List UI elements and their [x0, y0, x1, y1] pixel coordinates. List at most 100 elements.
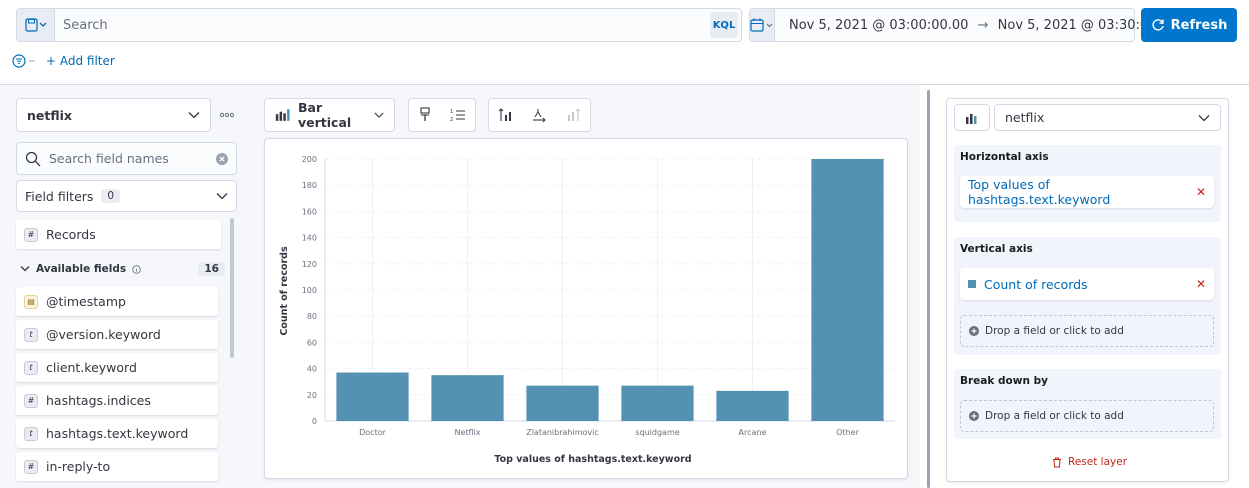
chevron-down-icon: [1198, 114, 1210, 121]
horizontal-axis-title: Horizontal axis: [960, 151, 1049, 163]
layer-index-select[interactable]: netflix: [994, 104, 1221, 131]
bar-squidgame[interactable]: [621, 385, 694, 421]
y-tick-label: 20: [307, 391, 317, 400]
axis-options-group: [488, 98, 591, 132]
sidebar-scrollbar[interactable]: [230, 218, 234, 358]
remove-dimension-icon[interactable]: ✕: [1195, 185, 1206, 199]
bottom-axis-icon[interactable]: [531, 107, 547, 123]
drop-label: Drop a field or click to add: [985, 410, 1124, 422]
chevron-down-icon: [374, 112, 384, 118]
more-options-icon[interactable]: [219, 110, 235, 121]
svg-text:2: 2: [450, 117, 453, 122]
y-axis-ticks: 0 20 40 60 80 100 120 140 160 180 200: [302, 155, 317, 426]
y-tick-label: 180: [302, 181, 317, 190]
refresh-button[interactable]: Refresh: [1141, 8, 1237, 42]
breakdown-group: Break down by Drop a field or click to a…: [954, 369, 1221, 439]
query-input[interactable]: Search: [63, 17, 108, 33]
x-tick-label: Other: [836, 428, 859, 437]
bar-arcane[interactable]: [716, 390, 789, 421]
time-range[interactable]: Nov 5, 2021 @ 03:00:00.00 → Nov 5, 2021 …: [775, 18, 1177, 33]
field-item-records[interactable]: # Records: [16, 220, 221, 249]
left-axis-icon[interactable]: [498, 107, 514, 123]
layer-index-label: netflix: [1005, 110, 1045, 125]
quick-select-button[interactable]: [750, 9, 775, 41]
y-axis-label: Count of records: [279, 246, 290, 336]
svg-text:1: 1: [450, 109, 453, 115]
bar-other[interactable]: [811, 159, 884, 421]
bar-netflix[interactable]: [431, 375, 504, 421]
available-fields-header[interactable]: Available fields 16: [20, 260, 225, 278]
query-bar: Search KQL: [16, 8, 742, 42]
save-icon: [24, 18, 46, 32]
field-item[interactable]: # hashtags.indices: [16, 386, 218, 415]
x-axis-label: Top values of hashtags.text.keyword: [494, 454, 691, 465]
info-icon[interactable]: [132, 264, 141, 274]
string-field-icon: t: [24, 360, 38, 375]
field-item[interactable]: t hashtags.text.keyword: [16, 419, 218, 448]
date-field-icon: ▤: [24, 294, 38, 309]
vertical-axis-dimension[interactable]: Count of records ✕: [960, 268, 1214, 300]
layer-chart-type-button[interactable]: [954, 104, 990, 131]
dimension-label: Top values of hashtags.text.keyword: [968, 177, 1111, 207]
end-date[interactable]: Nov 5, 2021 @ 03:30:00.00: [997, 17, 1178, 33]
drop-label: Drop a field or click to add: [985, 325, 1124, 337]
query-language-button[interactable]: KQL: [710, 12, 738, 38]
reset-layer-button[interactable]: Reset layer: [1052, 456, 1127, 468]
available-fields-label: Available fields: [36, 263, 127, 275]
search-icon: [25, 151, 41, 166]
range-arrow: →: [977, 17, 989, 33]
string-field-icon: t: [24, 426, 38, 441]
chart-panel: 0 20 40 60 80 100 120 140 160 180 200 Doctor Netfli…: [264, 138, 908, 479]
field-item[interactable]: t @version.keyword: [16, 320, 218, 349]
field-name: in-reply-to: [46, 459, 111, 474]
breakdown-title: Break down by: [960, 375, 1048, 387]
remove-dimension-icon[interactable]: ✕: [1195, 277, 1206, 291]
series-color-swatch[interactable]: [968, 280, 976, 288]
right-axis-icon[interactable]: [565, 107, 581, 123]
vertical-axis-group: Vertical axis Count of records ✕ Drop a …: [954, 237, 1221, 355]
field-filters-toggle[interactable]: Field filters 0: [16, 180, 237, 212]
y-tick-label: 160: [302, 207, 317, 216]
field-item[interactable]: t client.keyword: [16, 353, 218, 382]
field-item[interactable]: ▤ @timestamp: [16, 287, 218, 316]
chart-type-select[interactable]: Bar vertical: [264, 98, 395, 132]
chart-type-label: Bar vertical: [297, 100, 352, 130]
legend-icon[interactable]: 12: [450, 108, 466, 122]
field-name: hashtags.text.keyword: [46, 426, 189, 441]
index-pattern-select[interactable]: netflix: [16, 98, 211, 132]
y-tick-label: 140: [302, 234, 317, 243]
drop-field-zone[interactable]: Drop a field or click to add: [960, 400, 1214, 432]
filter-options-icon[interactable]: [12, 54, 38, 68]
bar-chart-icon: [275, 109, 290, 121]
clear-icon[interactable]: [216, 152, 228, 165]
bar-chart[interactable]: 0 20 40 60 80 100 120 140 160 180 200 Doctor Netfli…: [265, 139, 909, 480]
string-field-icon: t: [24, 327, 38, 342]
y-tick-label: 100: [302, 286, 317, 295]
plus-circle-icon: [969, 411, 979, 421]
drop-field-zone[interactable]: Drop a field or click to add: [960, 315, 1214, 347]
field-name: Records: [46, 227, 96, 242]
refresh-label: Refresh: [1170, 17, 1228, 33]
field-search-input[interactable]: Search field names: [16, 142, 237, 175]
add-filter-link[interactable]: + Add filter: [46, 54, 115, 68]
x-tick-label: Zlatanibrahimovic: [526, 428, 599, 437]
panel-resize-handle[interactable]: [927, 90, 930, 488]
vertical-axis-title: Vertical axis: [960, 243, 1033, 255]
x-axis-ticks: Doctor Netflix Zlatanibrahimovic squidgame A…: [359, 428, 859, 437]
number-field-icon: #: [24, 459, 38, 474]
available-fields-count: 16: [198, 262, 225, 276]
calendar-icon: [750, 18, 773, 32]
y-tick-label: 60: [307, 338, 317, 347]
bar-doctor[interactable]: [336, 372, 409, 421]
index-pattern-label: netflix: [27, 107, 72, 123]
number-field-icon: #: [24, 227, 38, 242]
chart-grid: [324, 158, 895, 422]
start-date[interactable]: Nov 5, 2021 @ 03:00:00.00: [789, 17, 969, 33]
bar-zlatanibrahimovic[interactable]: [526, 385, 599, 421]
horizontal-axis-dimension[interactable]: Top values of hashtags.text.keyword ✕: [960, 176, 1214, 208]
saved-query-button[interactable]: [17, 9, 55, 41]
paint-brush-icon[interactable]: [418, 107, 432, 123]
y-tick-label: 80: [307, 312, 317, 321]
x-tick-label: squidgame: [635, 428, 679, 437]
field-item[interactable]: # in-reply-to: [16, 452, 218, 481]
